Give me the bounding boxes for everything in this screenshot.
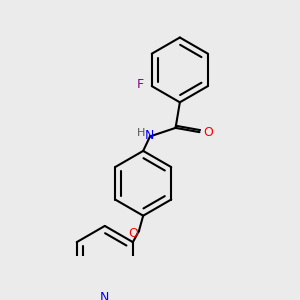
Text: N: N bbox=[100, 291, 110, 300]
Text: H: H bbox=[137, 128, 146, 138]
Text: N: N bbox=[145, 129, 154, 142]
Text: F: F bbox=[136, 78, 143, 91]
Text: O: O bbox=[128, 227, 138, 240]
Text: O: O bbox=[203, 126, 213, 139]
